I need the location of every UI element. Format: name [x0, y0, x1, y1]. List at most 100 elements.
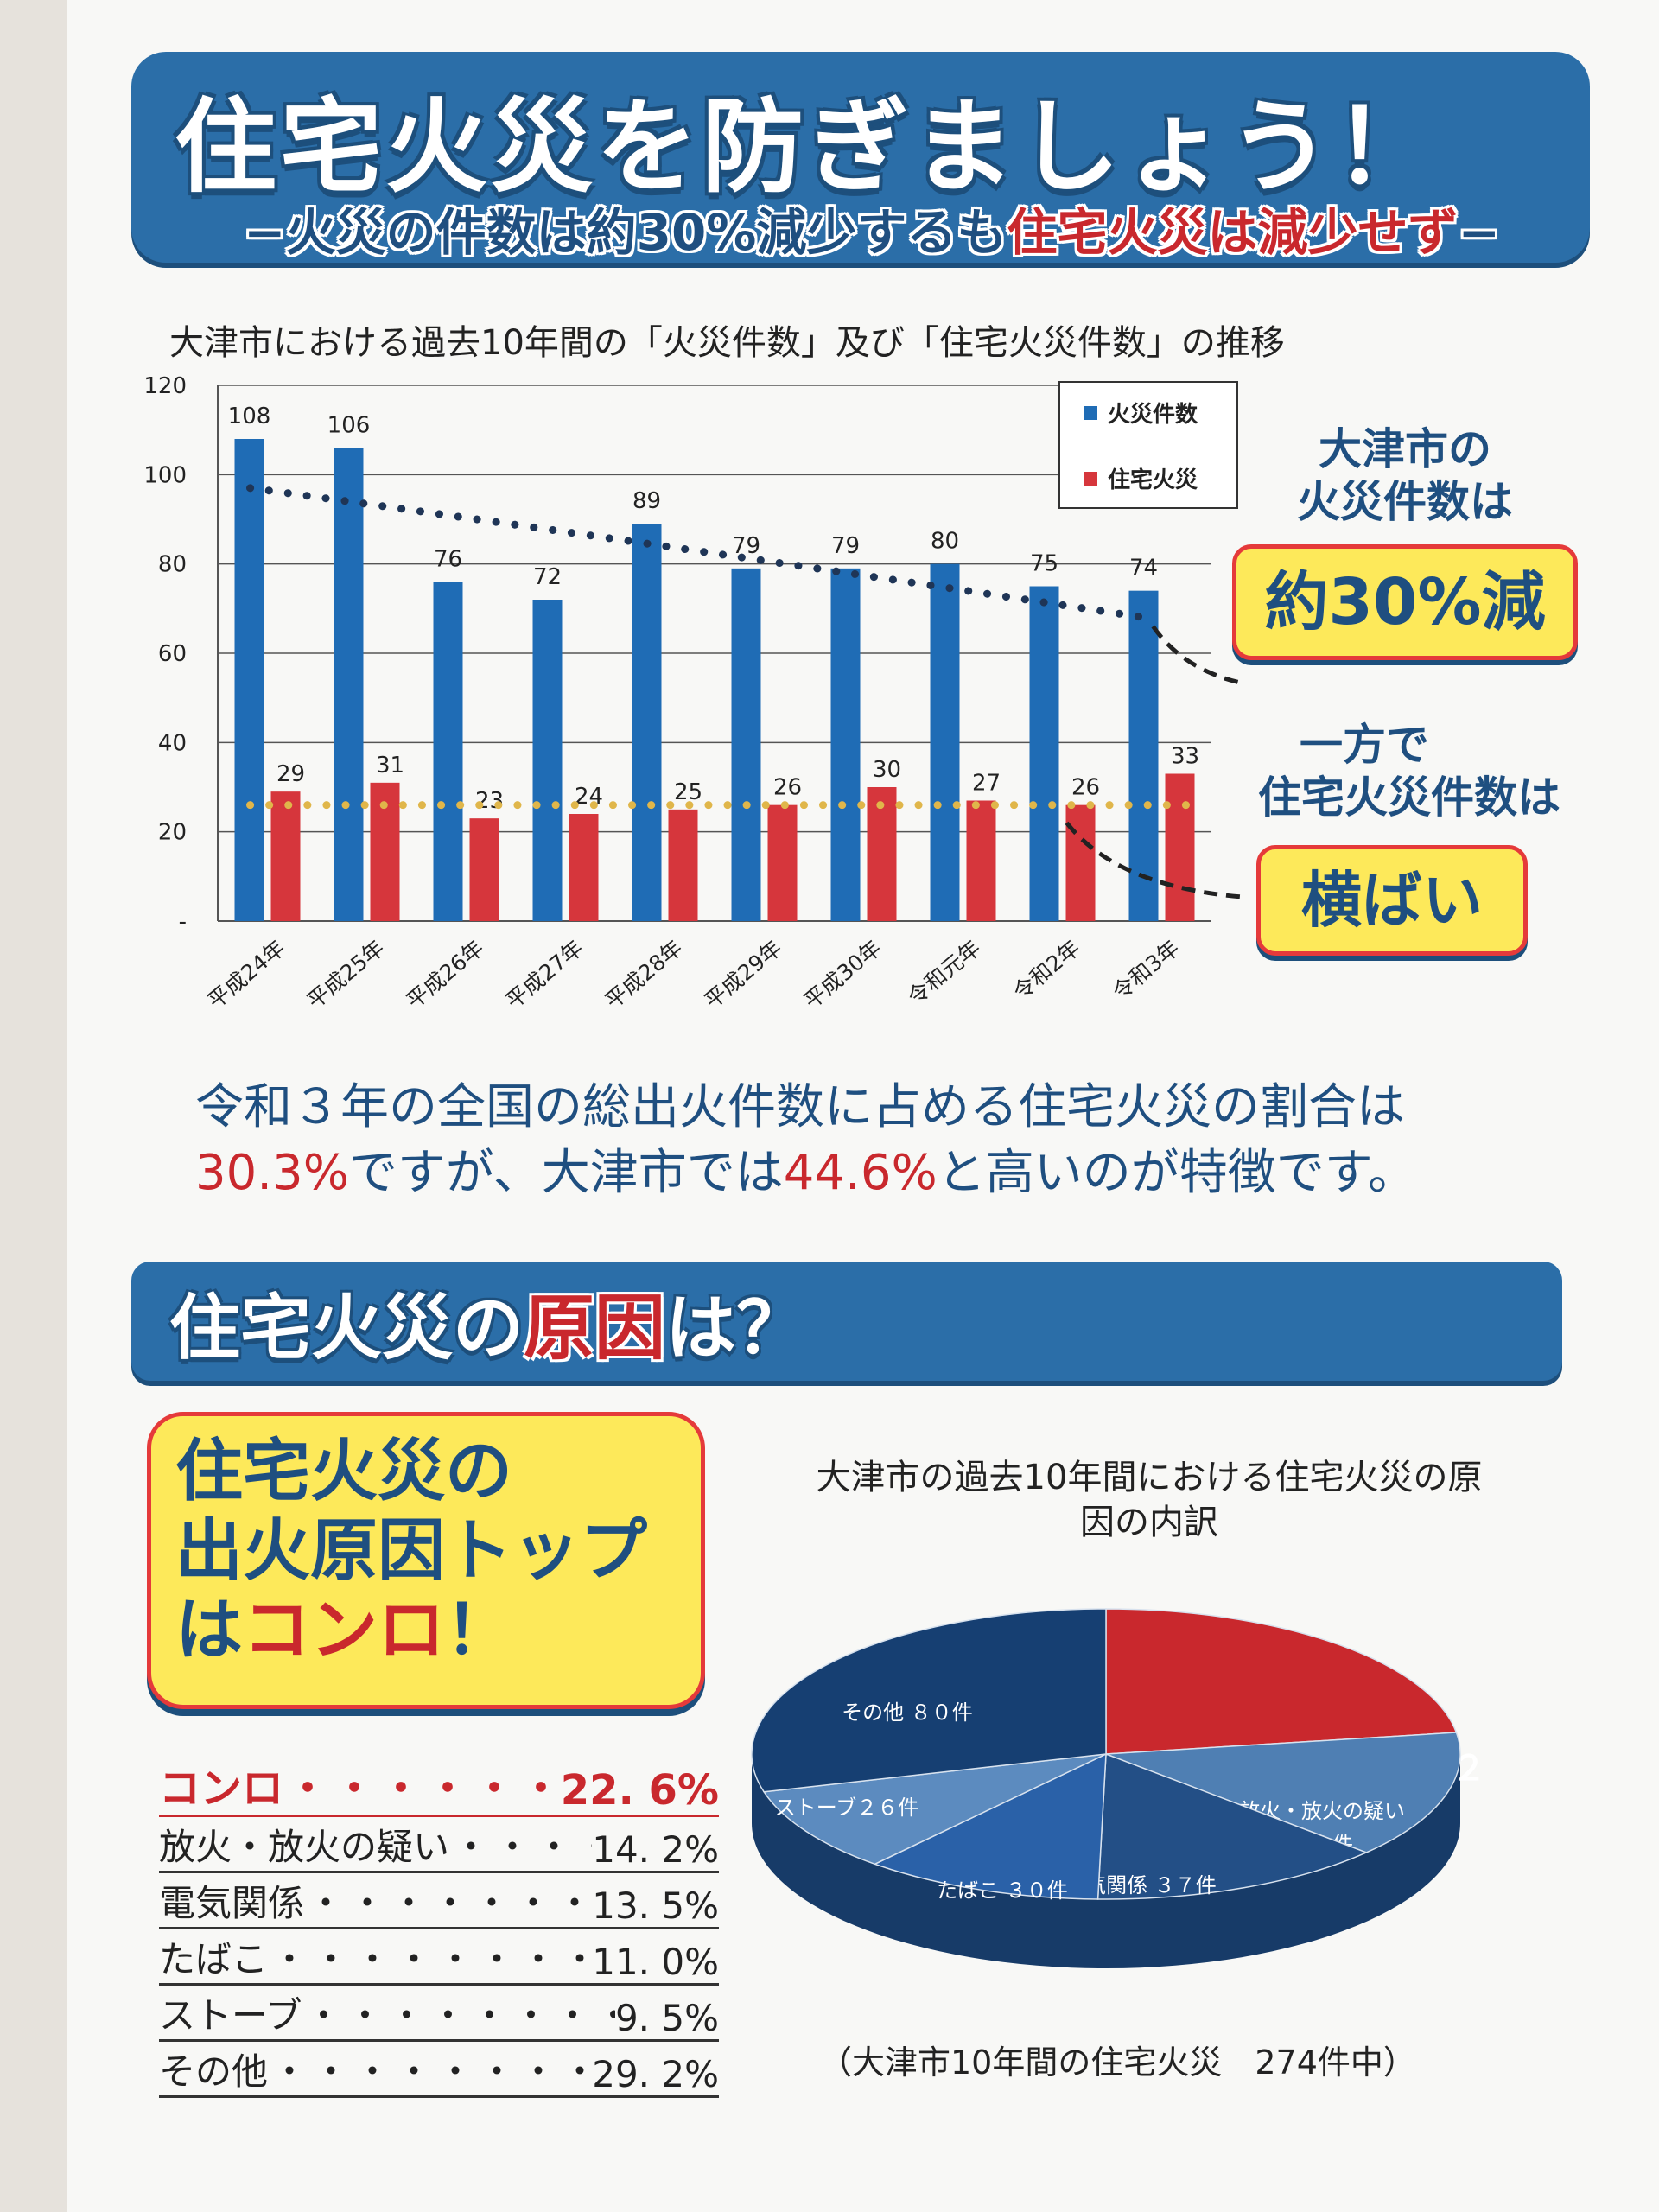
- pie-slice: [1105, 1732, 1461, 1853]
- pie-slice: [1105, 1608, 1458, 1755]
- legend-box: [1058, 381, 1238, 509]
- top-cause-line3: はコンロ！: [175, 1591, 647, 1670]
- list-item-value: 11. 0%: [592, 1941, 719, 1983]
- y-tick-label: 40: [158, 730, 187, 756]
- top-cause-line3-red: コンロ: [243, 1592, 446, 1670]
- legend-swatch: [1084, 406, 1097, 420]
- statement-mid: ですが、大津市では: [348, 1145, 784, 1202]
- fire-count-bar: [830, 568, 861, 921]
- house-fire-data-label: 27: [972, 771, 1001, 797]
- fire-count-data-label: 108: [228, 404, 271, 429]
- legend-label: 住宅火災: [1108, 467, 1198, 493]
- fire-count-decrease-badge: 約30%減: [1232, 544, 1578, 660]
- pie-slice-label: たばこ ３０件: [937, 1878, 1068, 1903]
- bar-chart: - 20 40 60 80 100 120 108 29 平成24年 106 31 平成25年 76 23 平…: [143, 373, 1244, 1014]
- y-tick-label: -: [179, 909, 187, 935]
- house-fire-bar: [569, 814, 599, 921]
- house-fire-data-label: 29: [276, 761, 305, 787]
- house-fire-bar: [966, 800, 996, 921]
- x-tick-label: 平成29年: [700, 935, 786, 1014]
- y-tick-label: 20: [158, 820, 187, 846]
- page-subtitle: −火災の件数は約30%減少するも住宅火災は減少せず−: [244, 192, 1500, 264]
- fire-count-data-label: 79: [732, 533, 760, 559]
- fire-count-connector: [1151, 625, 1244, 686]
- house-fire-callout: 一方で 住宅火災件数は: [1258, 719, 1560, 824]
- leader-dots: ・・・・・・・・・・・・・・・・・・: [453, 1826, 592, 1868]
- top-cause-line3-pre: は: [175, 1592, 244, 1670]
- fire-count-data-label: 72: [533, 564, 562, 590]
- x-tick-label: 令和元年: [903, 935, 985, 1010]
- x-tick-label: 平成28年: [601, 935, 687, 1014]
- top-cause-text: 住宅火災の 出火原因トップ はコンロ！: [175, 1432, 647, 1670]
- cause-list: コンロ・・・・・・・・・・・・・・・・・・22. 6% 放火・放火の疑い・・・・…: [159, 1761, 719, 2098]
- list-item-label: 放火・放火の疑い: [159, 1826, 450, 1868]
- fire-count-data-label: 76: [434, 546, 462, 572]
- header-banner: 住宅火災を防ぎましょう！: [131, 52, 1590, 263]
- fire-count-bar: [632, 524, 662, 921]
- x-tick-label: 平成25年: [302, 935, 389, 1014]
- x-tick-label: 平成26年: [402, 935, 488, 1014]
- bar-chart-title: 大津市における過去10年間の「火災件数」及び「住宅火災件数」の推移: [169, 323, 1285, 363]
- house-line2: 住宅火災件数は: [1258, 772, 1560, 823]
- house-fire-flat-badge: 横ばい: [1256, 845, 1528, 956]
- legend-label: 火災件数: [1108, 402, 1198, 428]
- list-item-label: 電気関係: [159, 1882, 305, 1924]
- x-tick-label: 平成27年: [501, 935, 588, 1014]
- fire-count-bar: [334, 448, 364, 921]
- house-fire-data-label: 26: [1071, 775, 1100, 801]
- list-item-label: その他: [159, 2050, 269, 2093]
- y-tick-label: 80: [158, 552, 187, 578]
- subtitle-red: 住宅火災は減少せず: [1007, 203, 1459, 262]
- house-fire-connector: [1065, 821, 1244, 899]
- cause-title-pre: 住宅火災の: [169, 1287, 524, 1370]
- list-item-label: たばこ: [159, 1938, 269, 1980]
- house-fire-bar: [767, 804, 798, 921]
- fire-count-data-label: 74: [1129, 556, 1158, 582]
- list-item-value: 22. 6%: [560, 1766, 719, 1815]
- x-tick-label: 平成24年: [203, 935, 289, 1014]
- subtitle-end: −: [1458, 203, 1501, 262]
- statement-line1: 令和３年の全国の総出火件数に占める住宅火災の割合は: [195, 1079, 1405, 1135]
- top-cause-line3-post: ！: [445, 1592, 513, 1670]
- pie-chart-note: （大津市10年間の住宅火災 274件中）: [819, 2044, 1416, 2082]
- statement-end: と高いのが特徴です。: [937, 1145, 1417, 1202]
- fire-count-line2: 火災件数は: [1297, 477, 1513, 527]
- fire-count-data-label: 79: [831, 533, 860, 559]
- legend-swatch: [1084, 472, 1097, 486]
- fire-count-trend-line: [246, 484, 1148, 622]
- national-percent: 30.3%: [195, 1145, 349, 1202]
- list-item: 電気関係・・・・・・・・・・・・・・・・・・13. 5%: [159, 1873, 719, 1929]
- pie-slice-label: その他 ８０件: [842, 1700, 973, 1725]
- fire-count-line1: 大津市の: [1319, 424, 1491, 474]
- cause-title-red: 原因: [524, 1287, 666, 1370]
- fire-count-bar: [1128, 590, 1159, 921]
- list-item: その他・・・・・・・・・・・・・・・・・・29. 2%: [159, 2042, 719, 2098]
- subtitle-blue: −火災の件数は約30%減少するも: [244, 203, 1007, 262]
- list-item-value: 9. 5%: [614, 1997, 719, 2039]
- fire-count-bar: [1029, 586, 1059, 921]
- fire-count-data-label: 75: [1030, 551, 1058, 577]
- leader-dots: ・・・・・・・・・・・・・・・・・・: [271, 1938, 592, 1980]
- house-fire-bar: [668, 809, 698, 921]
- fire-count-bar: [433, 582, 463, 921]
- fire-count-callout: 大津市の 火災件数は: [1293, 423, 1517, 529]
- statement-line2: 30.3%ですが、大津市では44.6%と高いのが特徴です。: [195, 1141, 1416, 1206]
- pie-slice: [1096, 1752, 1369, 1900]
- house-fire-bar: [1165, 773, 1195, 921]
- house-fire-bar: [270, 791, 301, 921]
- pie-slice: [762, 1753, 1107, 1866]
- fire-count-data-label: 80: [931, 529, 959, 555]
- y-tick-label: 120: [143, 373, 187, 399]
- house-fire-data-label: 25: [674, 779, 702, 805]
- list-item-value: 14. 2%: [592, 1828, 719, 1871]
- y-tick-label: 60: [158, 641, 187, 667]
- house-fire-data-label: 30: [873, 757, 901, 783]
- cause-section-banner: 住宅火災の原因は？: [131, 1262, 1562, 1381]
- fire-count-bar: [930, 563, 960, 921]
- pie-slice-label: ストーブ２６件: [775, 1796, 919, 1820]
- leader-dots: ・・・・・・・・・・・・・・・・・・: [308, 1882, 592, 1924]
- fire-count-bar: [731, 568, 761, 921]
- pie-slice: [751, 1608, 1107, 1793]
- cause-title-post: は？: [665, 1287, 808, 1370]
